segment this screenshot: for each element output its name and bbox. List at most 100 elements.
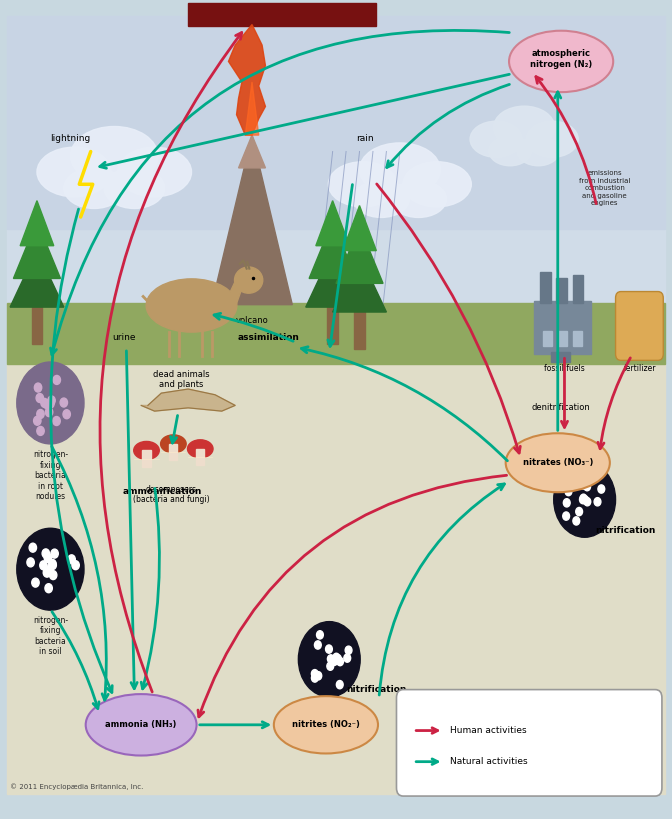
Text: fossil fuels: fossil fuels — [544, 364, 585, 373]
Bar — [7, 364, 665, 794]
Circle shape — [584, 498, 591, 506]
FancyBboxPatch shape — [396, 690, 662, 796]
Polygon shape — [245, 82, 259, 135]
Ellipse shape — [64, 168, 124, 209]
Circle shape — [583, 479, 589, 488]
Text: dead animals
and plants: dead animals and plants — [153, 369, 210, 389]
Circle shape — [576, 469, 583, 477]
Ellipse shape — [403, 161, 471, 207]
Ellipse shape — [37, 147, 111, 197]
Circle shape — [582, 495, 589, 504]
Text: emissions
from industrial
combustion
and gasoline
engines: emissions from industrial combustion and… — [579, 170, 630, 206]
Circle shape — [345, 646, 352, 654]
Text: atmospheric
nitrogen (N₂): atmospheric nitrogen (N₂) — [530, 49, 592, 69]
Ellipse shape — [505, 433, 610, 492]
Text: Natural activities: Natural activities — [450, 758, 528, 766]
Polygon shape — [141, 389, 235, 411]
Text: nitrates (NO₃⁻): nitrates (NO₃⁻) — [523, 459, 593, 467]
Circle shape — [48, 559, 56, 568]
Polygon shape — [13, 221, 60, 278]
Circle shape — [598, 485, 605, 493]
Polygon shape — [316, 201, 349, 246]
Circle shape — [331, 657, 337, 666]
Bar — [558, 331, 567, 346]
Ellipse shape — [360, 143, 440, 196]
Circle shape — [554, 462, 616, 537]
Polygon shape — [343, 206, 376, 251]
FancyBboxPatch shape — [616, 292, 663, 360]
Circle shape — [32, 578, 39, 587]
Text: nitrification: nitrification — [595, 527, 655, 535]
Circle shape — [60, 398, 67, 407]
Circle shape — [68, 554, 75, 563]
Polygon shape — [212, 135, 292, 305]
Circle shape — [594, 498, 601, 506]
Ellipse shape — [470, 121, 521, 157]
Ellipse shape — [329, 161, 396, 207]
Text: nitrites (NO₂⁻): nitrites (NO₂⁻) — [292, 721, 360, 729]
Text: lightning: lightning — [50, 134, 91, 143]
Polygon shape — [333, 255, 386, 312]
Bar — [534, 301, 591, 354]
Circle shape — [584, 482, 591, 491]
Circle shape — [43, 568, 50, 577]
Polygon shape — [228, 25, 265, 135]
Ellipse shape — [274, 696, 378, 753]
Text: ammonification: ammonification — [123, 487, 202, 496]
Ellipse shape — [493, 106, 554, 149]
Circle shape — [46, 565, 53, 574]
Ellipse shape — [235, 267, 263, 293]
Circle shape — [333, 654, 340, 662]
Circle shape — [311, 670, 319, 678]
Ellipse shape — [517, 136, 559, 165]
Circle shape — [51, 549, 58, 558]
Circle shape — [43, 400, 50, 409]
Circle shape — [298, 622, 360, 697]
Bar — [7, 16, 665, 229]
Circle shape — [29, 543, 36, 552]
Circle shape — [337, 658, 343, 666]
Ellipse shape — [161, 435, 186, 453]
Circle shape — [50, 571, 57, 580]
Text: nitrogen-
fixing
bacteria
in root
nodules: nitrogen- fixing bacteria in root nodule… — [33, 450, 68, 501]
Circle shape — [315, 672, 322, 680]
Text: assimilation: assimilation — [238, 333, 300, 342]
Bar — [573, 275, 583, 303]
Circle shape — [327, 662, 334, 670]
Circle shape — [317, 631, 323, 639]
Bar — [556, 278, 567, 303]
Circle shape — [44, 568, 51, 577]
Bar — [573, 331, 582, 346]
Polygon shape — [354, 304, 365, 349]
Circle shape — [580, 494, 587, 502]
Text: rain: rain — [356, 134, 374, 143]
Polygon shape — [196, 449, 204, 465]
Circle shape — [335, 654, 341, 663]
Ellipse shape — [527, 121, 578, 157]
Circle shape — [53, 417, 60, 426]
Ellipse shape — [489, 136, 531, 165]
Polygon shape — [142, 450, 151, 467]
Circle shape — [344, 654, 351, 663]
Ellipse shape — [134, 441, 159, 459]
Text: fertilizer: fertilizer — [624, 364, 656, 373]
Polygon shape — [327, 299, 338, 344]
Text: nitrification: nitrification — [346, 686, 407, 694]
Circle shape — [41, 398, 48, 407]
Circle shape — [314, 640, 321, 649]
Ellipse shape — [104, 168, 165, 209]
Polygon shape — [169, 444, 177, 460]
Polygon shape — [309, 221, 356, 278]
Circle shape — [580, 481, 587, 489]
Circle shape — [325, 645, 333, 654]
Circle shape — [565, 487, 572, 495]
Circle shape — [63, 410, 71, 419]
Circle shape — [48, 396, 55, 405]
Polygon shape — [20, 201, 54, 246]
Circle shape — [311, 674, 319, 682]
Text: ammonia (NH₃): ammonia (NH₃) — [106, 721, 177, 729]
Ellipse shape — [187, 440, 213, 458]
Circle shape — [47, 399, 54, 408]
Circle shape — [40, 561, 47, 570]
Circle shape — [562, 512, 570, 520]
